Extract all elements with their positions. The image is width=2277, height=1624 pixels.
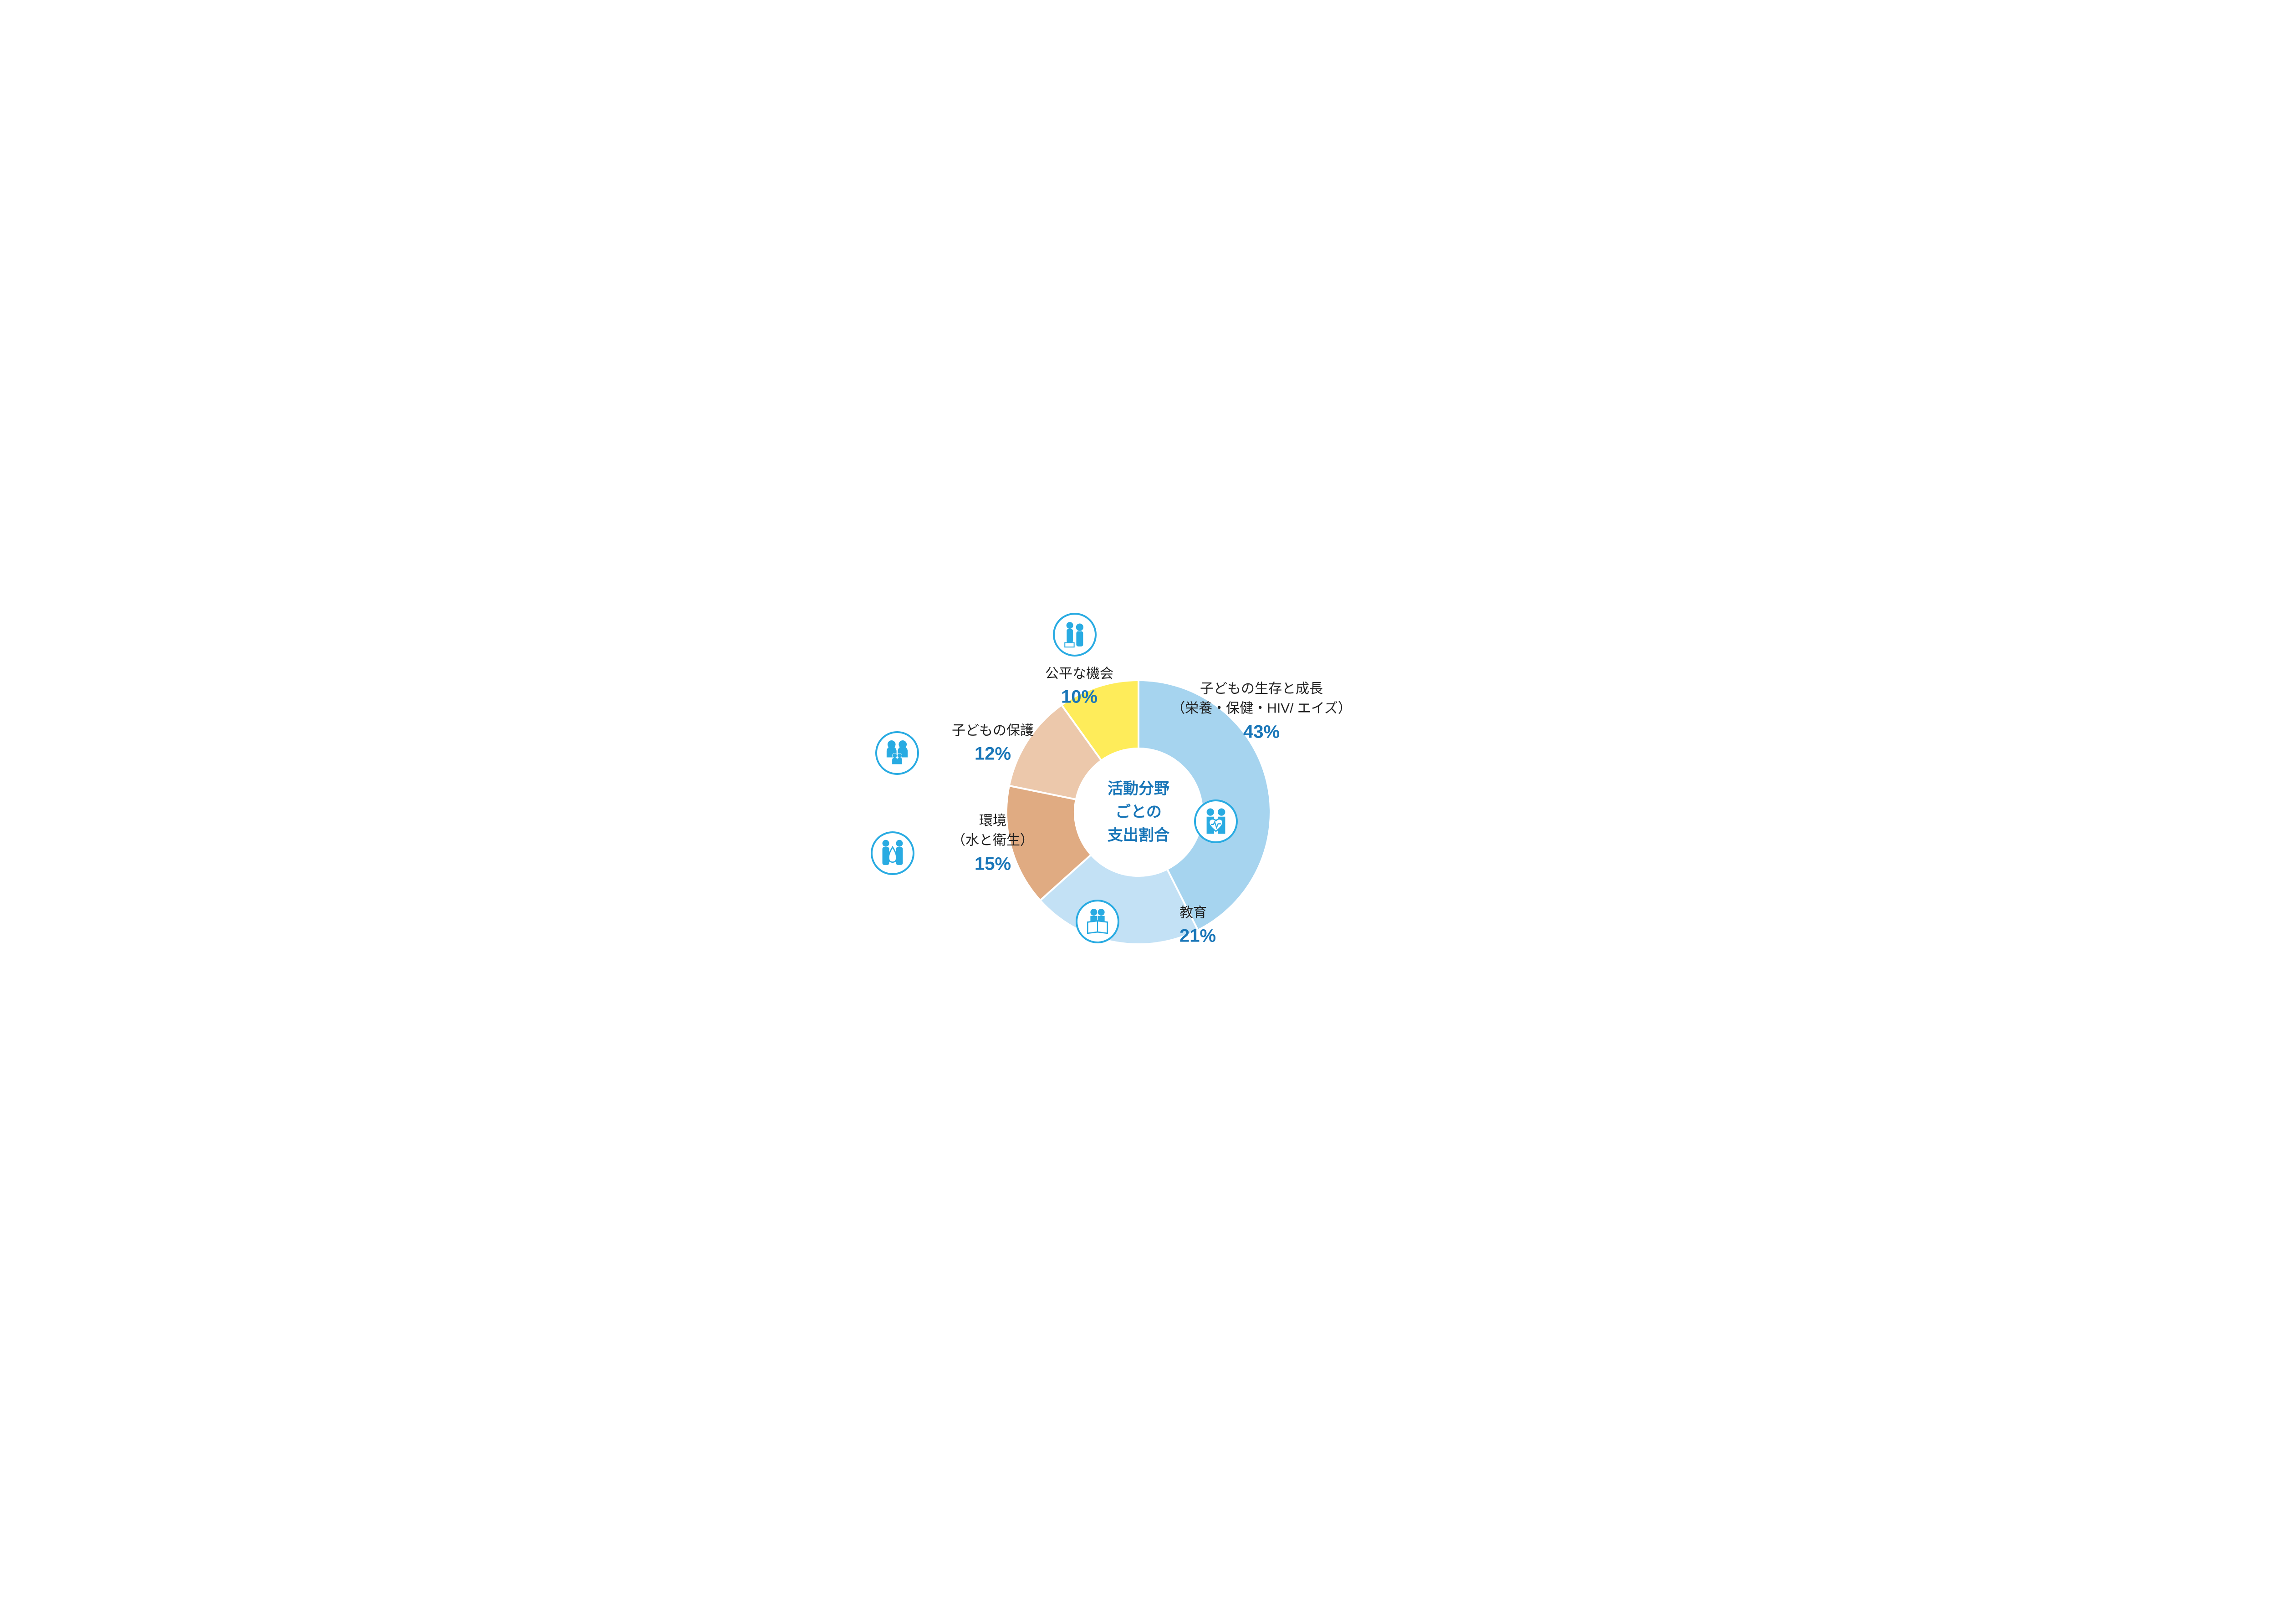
label-protection: 子どもの保護12% xyxy=(952,721,1034,767)
label-title-equity: 公平な機会 xyxy=(1045,664,1113,684)
label-value-equity: 10% xyxy=(1045,683,1113,710)
label-title-environment: 環境 xyxy=(952,811,1034,831)
label-subtitle-environment: （水と衛生） xyxy=(952,831,1034,851)
donut-chart-container: 活動分野 ごとの 支出割合 子どもの生存と成長（栄養・保健・HIV/ エイズ）4… xyxy=(820,607,1457,1017)
book-people-icon xyxy=(1076,900,1119,943)
center-title-line2: ごとの xyxy=(1108,800,1169,824)
chart-center-title: 活動分野 ごとの 支出割合 xyxy=(1108,777,1169,847)
label-value-protection: 12% xyxy=(952,740,1034,767)
label-equity: 公平な機会10% xyxy=(1045,664,1113,710)
water-people-icon xyxy=(871,831,914,875)
label-environment: 環境（水と衛生）15% xyxy=(952,811,1034,877)
label-survival: 子どもの生存と成長（栄養・保健・HIV/ エイズ）43% xyxy=(1171,679,1352,745)
heart-people-icon xyxy=(1194,799,1238,843)
label-subtitle-survival: （栄養・保健・HIV/ エイズ） xyxy=(1171,699,1352,719)
label-title-protection: 子どもの保護 xyxy=(952,721,1034,741)
label-title-education: 教育 xyxy=(1179,903,1216,923)
label-title-survival: 子どもの生存と成長 xyxy=(1171,679,1352,699)
step-people-icon xyxy=(1053,613,1097,657)
label-education: 教育21% xyxy=(1179,903,1216,949)
label-value-survival: 43% xyxy=(1171,718,1352,745)
label-value-education: 21% xyxy=(1179,922,1216,949)
label-value-environment: 15% xyxy=(952,850,1034,877)
center-title-line1: 活動分野 xyxy=(1108,777,1169,800)
center-title-line3: 支出割合 xyxy=(1108,824,1169,847)
family-people-icon xyxy=(875,731,919,775)
